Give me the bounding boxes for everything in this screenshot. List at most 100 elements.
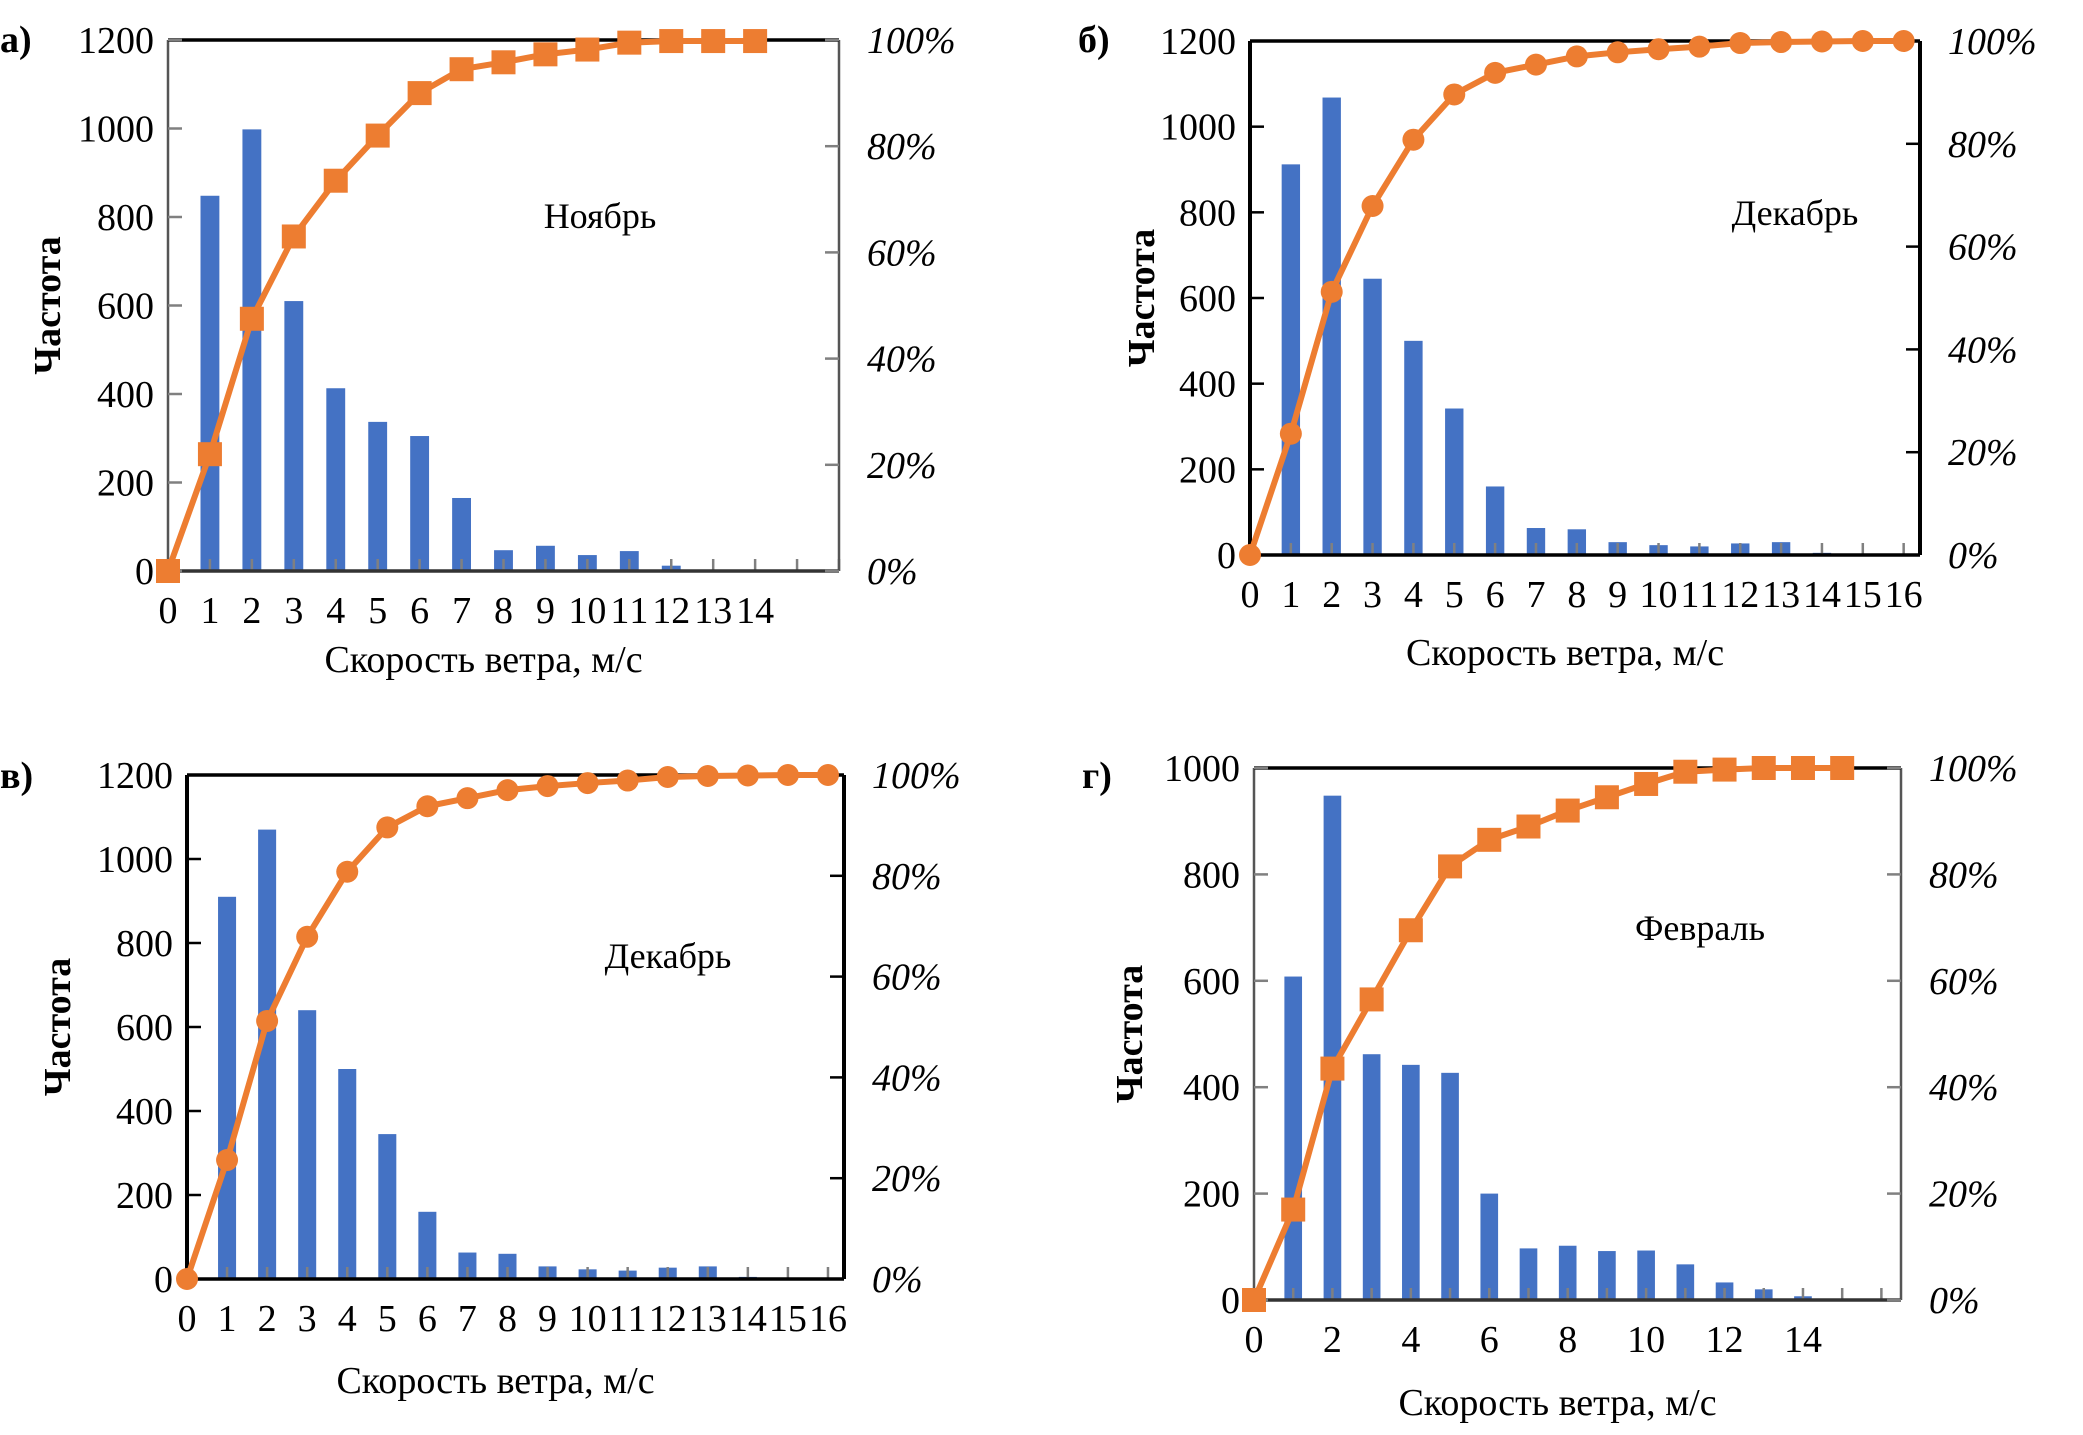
y2-tick-label: 0% bbox=[1929, 1280, 1980, 1322]
x-tick-label: 4 bbox=[1401, 1319, 1420, 1361]
cumulative-marker-2 bbox=[239, 306, 264, 331]
bar-4 bbox=[338, 1069, 357, 1279]
bar-1 bbox=[1284, 976, 1303, 1300]
x-tick-label: 3 bbox=[1363, 574, 1382, 616]
x-tick-label: 12 bbox=[1721, 574, 1759, 616]
x-tick-label: 7 bbox=[452, 590, 471, 632]
cumulative-marker-10 bbox=[1647, 38, 1670, 61]
x-tick-label: 6 bbox=[1486, 574, 1505, 616]
y-tick-label: 200 bbox=[116, 1175, 173, 1217]
cumulative-marker-5 bbox=[365, 123, 390, 148]
cumulative-marker-11 bbox=[1673, 759, 1698, 784]
cumulative-marker-4 bbox=[336, 860, 359, 883]
x-tick-label: 8 bbox=[1567, 574, 1586, 616]
cumulative-marker-4 bbox=[323, 168, 348, 193]
y2-tick-label: 80% bbox=[1948, 124, 2018, 166]
bar-3 bbox=[298, 1010, 317, 1279]
y-tick-label: 200 bbox=[1179, 449, 1236, 491]
y2-tick-label: 0% bbox=[1948, 535, 1999, 577]
cumulative-line bbox=[1247, 38, 1904, 556]
cumulative-marker-14 bbox=[1810, 30, 1833, 53]
y2-tick-label: 80% bbox=[872, 856, 942, 898]
y-tick-label: 1000 bbox=[78, 109, 154, 151]
x-tick-label: 6 bbox=[410, 590, 429, 632]
bar-8 bbox=[1567, 529, 1587, 555]
x-tick-label: 14 bbox=[1803, 574, 1841, 616]
y2-tick-label: 60% bbox=[867, 232, 937, 274]
x-tick-label: 4 bbox=[338, 1298, 357, 1340]
x-tick-label: 8 bbox=[494, 590, 513, 632]
x-tick-label: 1 bbox=[1281, 574, 1300, 616]
cumulative-marker-7 bbox=[1524, 53, 1547, 76]
cumulative-marker-6 bbox=[416, 795, 439, 818]
cumulative-marker-12 bbox=[659, 29, 684, 54]
chart-panel-b: 0 200 400 600 800 1000 1200 0% 20% 40% 60% 80% 100% 0… bbox=[1078, 19, 2037, 674]
cumulative-marker-5 bbox=[1438, 854, 1463, 879]
cumulative-marker-1 bbox=[1281, 1197, 1306, 1222]
bar-2 bbox=[242, 129, 262, 571]
x-tick-label: 11 bbox=[610, 590, 648, 632]
cumulative-marker-5 bbox=[1443, 83, 1466, 106]
y-tick-label: 0 bbox=[1221, 1280, 1240, 1322]
y-tick-label: 400 bbox=[1179, 364, 1236, 406]
x-tick-label: 3 bbox=[298, 1298, 317, 1340]
y-tick-label: 0 bbox=[135, 551, 154, 593]
cumulative-marker-13 bbox=[696, 765, 719, 788]
bar-3 bbox=[1363, 278, 1382, 555]
x-axis-title: Скорость ветра, м/с bbox=[324, 639, 642, 681]
cumulative-marker-11 bbox=[1688, 35, 1711, 58]
chart-panel-a: 0 200 400 600 800 1000 1200 0% 20% 40% 60% 80% 100% 0… bbox=[0, 19, 956, 681]
cumulative-marker-14 bbox=[736, 764, 759, 787]
bar-11 bbox=[1676, 1264, 1695, 1300]
x-tick-label: 14 bbox=[736, 590, 774, 632]
x-tick-label: 3 bbox=[284, 590, 303, 632]
y-tick-label: 800 bbox=[97, 197, 154, 239]
y-tick-label: 600 bbox=[116, 1007, 173, 1049]
x-tick-label: 6 bbox=[418, 1298, 437, 1340]
x-tick-label: 10 bbox=[569, 1298, 607, 1340]
y-tick-label: 1000 bbox=[1164, 748, 1240, 790]
x-tick-label: 15 bbox=[769, 1298, 807, 1340]
y2-tick-label: 0% bbox=[872, 1259, 923, 1301]
x-tick-label: 9 bbox=[536, 590, 555, 632]
cumulative-marker-9 bbox=[536, 775, 559, 798]
cumulative-marker-8 bbox=[1565, 45, 1588, 68]
x-tick-label: 1 bbox=[200, 590, 219, 632]
y2-tick-label: 100% bbox=[1929, 748, 2018, 790]
bar-6 bbox=[410, 436, 430, 571]
cumulative-marker-6 bbox=[1484, 61, 1507, 84]
cumulative-marker-2 bbox=[1320, 1056, 1345, 1081]
cumulative-marker-16 bbox=[816, 764, 839, 786]
bar-6 bbox=[1485, 486, 1505, 555]
x-tick-label: 14 bbox=[1784, 1319, 1822, 1361]
y2-tick-label: 80% bbox=[1929, 854, 1999, 896]
x-tick-label: 12 bbox=[652, 590, 690, 632]
cumulative-marker-10 bbox=[576, 772, 599, 795]
bar-1 bbox=[1281, 164, 1301, 556]
y2-tick-label: 0% bbox=[867, 551, 918, 593]
cumulative-marker-15 bbox=[1830, 756, 1855, 780]
cumulative-marker-16 bbox=[1892, 30, 1915, 52]
cumulative-marker-9 bbox=[1594, 785, 1619, 810]
cumulative-marker-13 bbox=[1751, 756, 1776, 780]
cumulative-marker-10 bbox=[575, 37, 600, 62]
y-tick-label: 400 bbox=[1183, 1067, 1240, 1109]
x-tick-label: 13 bbox=[1762, 574, 1800, 616]
bar-10 bbox=[1637, 1250, 1655, 1300]
x-tick-label: 0 bbox=[159, 590, 178, 632]
cumulative-marker-10 bbox=[1634, 771, 1659, 796]
cumulative-marker-3 bbox=[1359, 987, 1384, 1012]
y-tick-label: 0 bbox=[154, 1259, 173, 1301]
cumulative-line bbox=[184, 772, 828, 1280]
bar-8 bbox=[498, 1253, 517, 1279]
y2-tick-label: 40% bbox=[872, 1057, 942, 1099]
bar-5 bbox=[1445, 408, 1464, 555]
cumulative-marker-0 bbox=[1242, 1288, 1266, 1312]
cumulative-marker-7 bbox=[456, 787, 479, 810]
x-tick-label: 0 bbox=[178, 1298, 197, 1340]
month-label: Ноябрь bbox=[544, 196, 657, 236]
bar-4 bbox=[326, 388, 346, 571]
month-label: Декабрь bbox=[605, 936, 732, 976]
y-tick-label: 800 bbox=[1179, 192, 1236, 234]
